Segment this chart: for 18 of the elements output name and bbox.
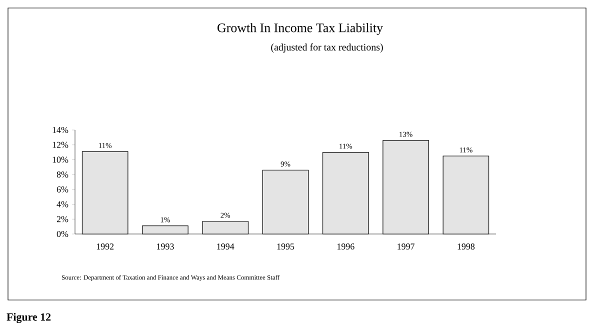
x-tick-label: 1997: [398, 244, 414, 250]
y-tick-label: 8%: [56, 172, 68, 178]
x-tick-label: 1994: [217, 244, 234, 250]
x-tick-label: 1992: [96, 244, 114, 250]
y-tick-label: 2%: [56, 216, 68, 222]
chart-title: Growth In Income Tax Liability: [218, 23, 383, 35]
x-tick-label: 1995: [277, 244, 294, 250]
x-tick-label: 1993: [157, 244, 174, 250]
x-tick-label: 1996: [337, 244, 354, 250]
y-tick-label: 6%: [56, 186, 68, 192]
y-tick-label: 0%: [56, 230, 68, 238]
x-tick-label: 1998: [458, 244, 475, 250]
y-tick-label: 14%: [52, 126, 68, 134]
y-tick-label: 10%: [52, 156, 68, 163]
y-tick-label: 12%: [52, 142, 68, 148]
y-tick-label: 4%: [56, 201, 68, 208]
chart-subtitle: (adjusted for tax reductions): [271, 43, 383, 53]
caption: Figure 12: [6, 313, 51, 324]
